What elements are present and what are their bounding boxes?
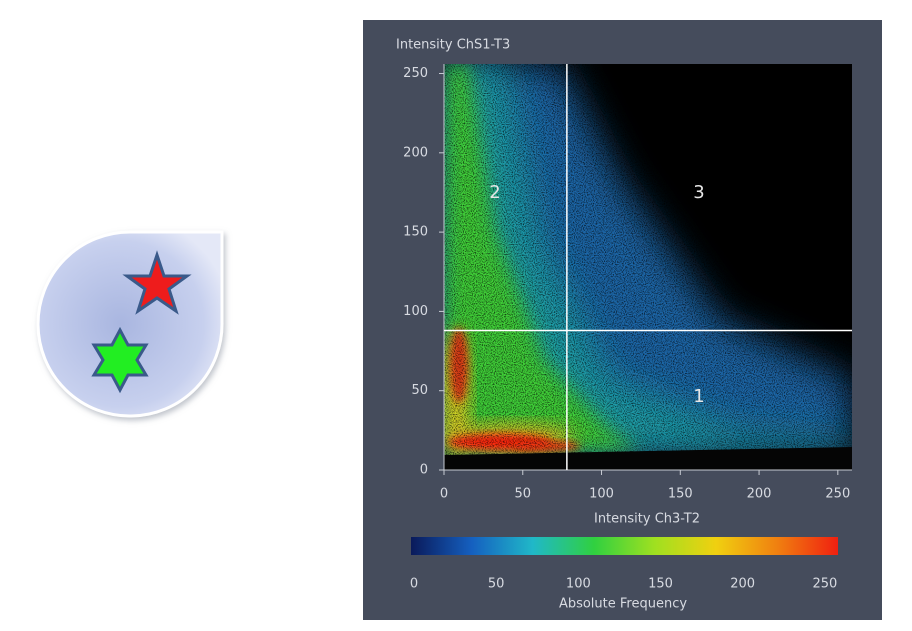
y-axis-label: Intensity ChS1-T3: [396, 38, 510, 53]
plot-area: [444, 64, 852, 470]
x-tick-label: 200: [747, 487, 772, 502]
x-tick-label: 0: [440, 487, 448, 502]
y-tick-label: 50: [411, 383, 428, 398]
noise: [444, 64, 852, 470]
y-tick-label: 100: [403, 304, 428, 319]
green-star: [91, 326, 149, 394]
y-tick-label: 200: [403, 145, 428, 160]
low-intensity-band: [444, 447, 852, 470]
x-tick-label: 150: [668, 487, 693, 502]
y-tick-label: 150: [403, 225, 428, 240]
colorbar-tick-label: 200: [730, 577, 755, 592]
quadrant-label: 1: [693, 386, 704, 407]
quadrant-label: 3: [693, 182, 704, 203]
red-star: [122, 250, 192, 315]
y-tick-label: 0: [420, 463, 428, 478]
quadrant-label: 2: [489, 182, 500, 203]
colorbar-tick-label: 50: [488, 577, 505, 592]
x-tick-label: 100: [589, 487, 614, 502]
y-tick-label: 250: [403, 66, 428, 81]
colorbar-tick-label: 150: [648, 577, 673, 592]
x-axis-label: Intensity Ch3-T2: [594, 512, 700, 527]
x-tick-label: 250: [825, 487, 850, 502]
colorbar-label: Absolute Frequency: [559, 597, 687, 612]
app-icon: [36, 230, 224, 418]
colorbar-tick-label: 250: [812, 577, 837, 592]
colorbar-tick-label: 100: [566, 577, 591, 592]
x-tick-label: 50: [514, 487, 531, 502]
colorbar-tick-label: 0: [410, 577, 418, 592]
colorbar: [411, 537, 838, 555]
